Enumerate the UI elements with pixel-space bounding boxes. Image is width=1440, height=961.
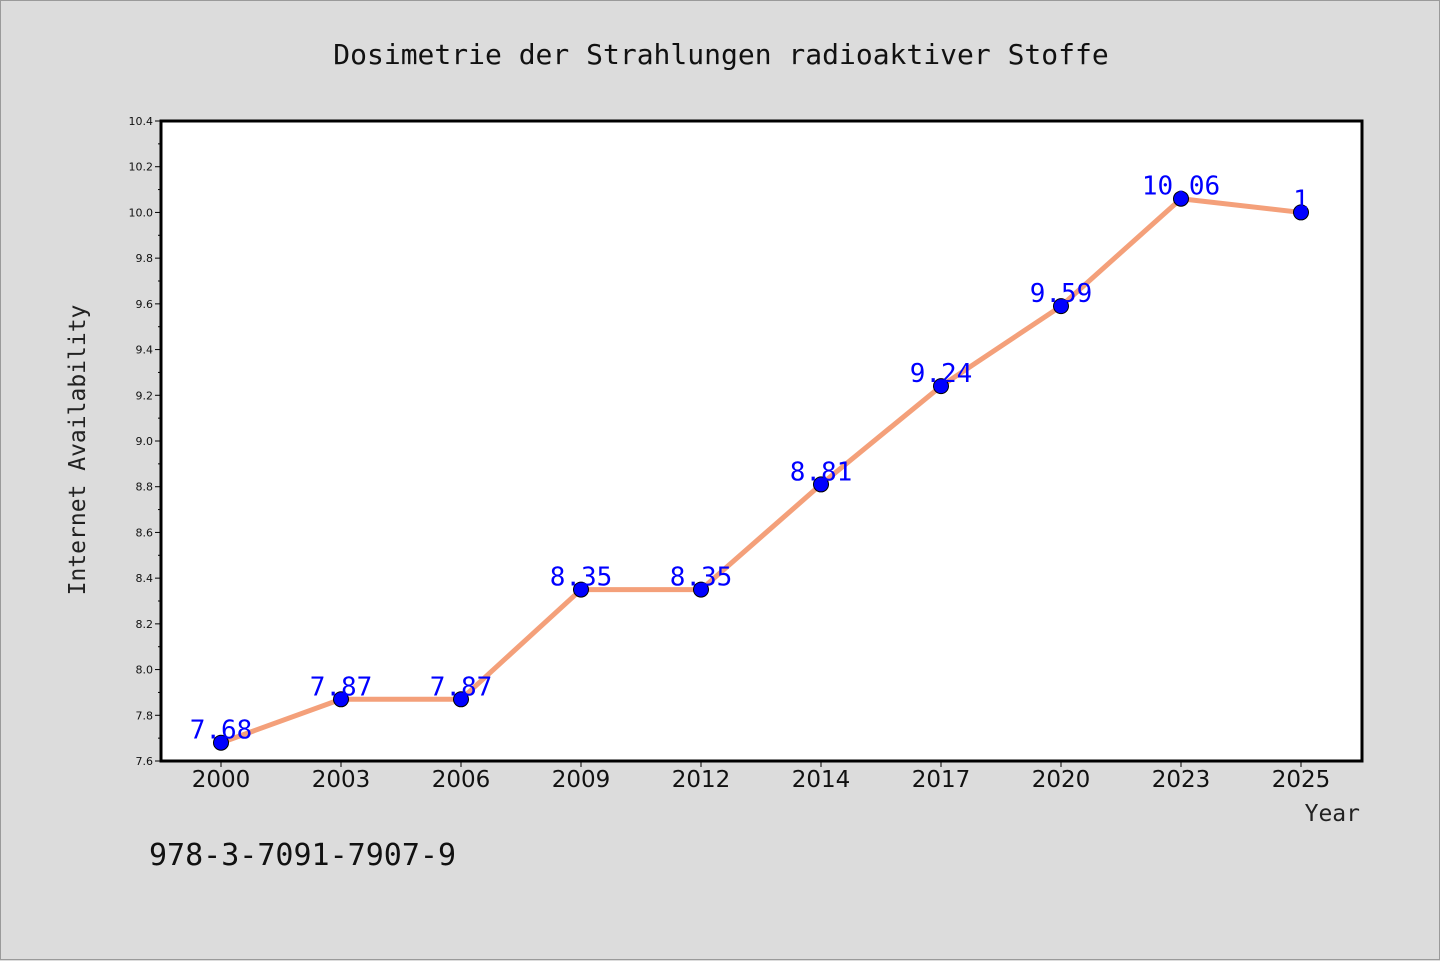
- x-tick-label: 2020: [1032, 767, 1091, 793]
- y-tick-label: 9.8: [136, 252, 154, 265]
- y-axis-label: Internet Availability: [65, 305, 91, 596]
- y-axis: 7.6 7.8 8.0 8.2 8.4 8.6 8.8 9.0 9.2 9.4 9.6 9.8 10.0…: [129, 115, 161, 768]
- data-label: 7.87: [310, 672, 373, 702]
- x-tick-label: 2009: [552, 767, 611, 793]
- y-tick-label: 9.0: [136, 435, 154, 448]
- y-tick-label: 8.2: [136, 618, 154, 631]
- x-tick-label: 2003: [312, 767, 371, 793]
- x-axis: 2000 2003 2006 2009 2012 2014 2017 2020 2023 2025: [192, 761, 1331, 793]
- data-point-marker: [1173, 190, 1189, 207]
- y-tick-label: 8.0: [136, 664, 154, 677]
- data-label: 8.35: [670, 563, 733, 593]
- isbn-footnote: 978-3-7091-7907-9: [149, 838, 456, 873]
- data-point-marker: [813, 476, 829, 493]
- series-line: [218, 196, 1304, 746]
- y-tick-label: 8.4: [136, 572, 154, 585]
- series-line-group: [218, 196, 1304, 746]
- plot-border: [159, 119, 1364, 763]
- y-tick-label: 10.0: [129, 206, 154, 219]
- x-tick-label: 2012: [672, 767, 731, 793]
- data-label: 8.81: [790, 457, 853, 487]
- data-point-marker: [1053, 298, 1069, 315]
- data-point-marker: [453, 691, 469, 708]
- y-tick-label: 8.8: [136, 481, 154, 494]
- data-label: 10.06: [1142, 172, 1220, 202]
- x-tick-label: 2014: [792, 767, 851, 793]
- x-tick-label: 2000: [192, 767, 251, 793]
- y-tick-label: 9.2: [136, 389, 154, 402]
- y-tick-label: 9.4: [136, 344, 154, 357]
- y-tick-label: 7.6: [136, 755, 154, 768]
- x-tick-label: 2006: [432, 767, 491, 793]
- y-tick-label: 9.6: [136, 298, 154, 311]
- x-tick-label: 2017: [912, 767, 971, 793]
- data-label: 1: [1293, 185, 1309, 215]
- x-axis-label: Year: [1305, 801, 1360, 827]
- y-tick-label: 7.8: [136, 709, 154, 722]
- data-label: 7.87: [430, 672, 493, 702]
- data-point-marker: [1293, 204, 1309, 221]
- x-tick-label: 2023: [1152, 767, 1211, 793]
- y-tick-label: 10.2: [129, 161, 154, 174]
- data-point-marker: [693, 581, 709, 598]
- data-label: 7.68: [190, 716, 253, 746]
- plot-area: [161, 121, 1362, 761]
- data-label-group: 7.68 7.87 7.87 8.35 8.35 8.81 9.24 9.59 10.06 1: [190, 172, 1309, 746]
- data-label: 9.59: [1030, 279, 1093, 309]
- data-point-marker: [333, 691, 349, 708]
- data-point-marker: [933, 378, 949, 395]
- data-label: 8.35: [550, 563, 613, 593]
- y-tick-label: 10.4: [129, 115, 154, 128]
- data-label: 9.24: [910, 359, 973, 389]
- chart-title: Dosimetrie der Strahlungen radioaktiver …: [333, 38, 1108, 71]
- marker-group: [213, 190, 1309, 751]
- data-point-marker: [573, 581, 589, 598]
- y-tick-label: 8.6: [136, 526, 154, 539]
- x-tick-label: 2025: [1272, 767, 1331, 793]
- data-point-marker: [213, 734, 229, 751]
